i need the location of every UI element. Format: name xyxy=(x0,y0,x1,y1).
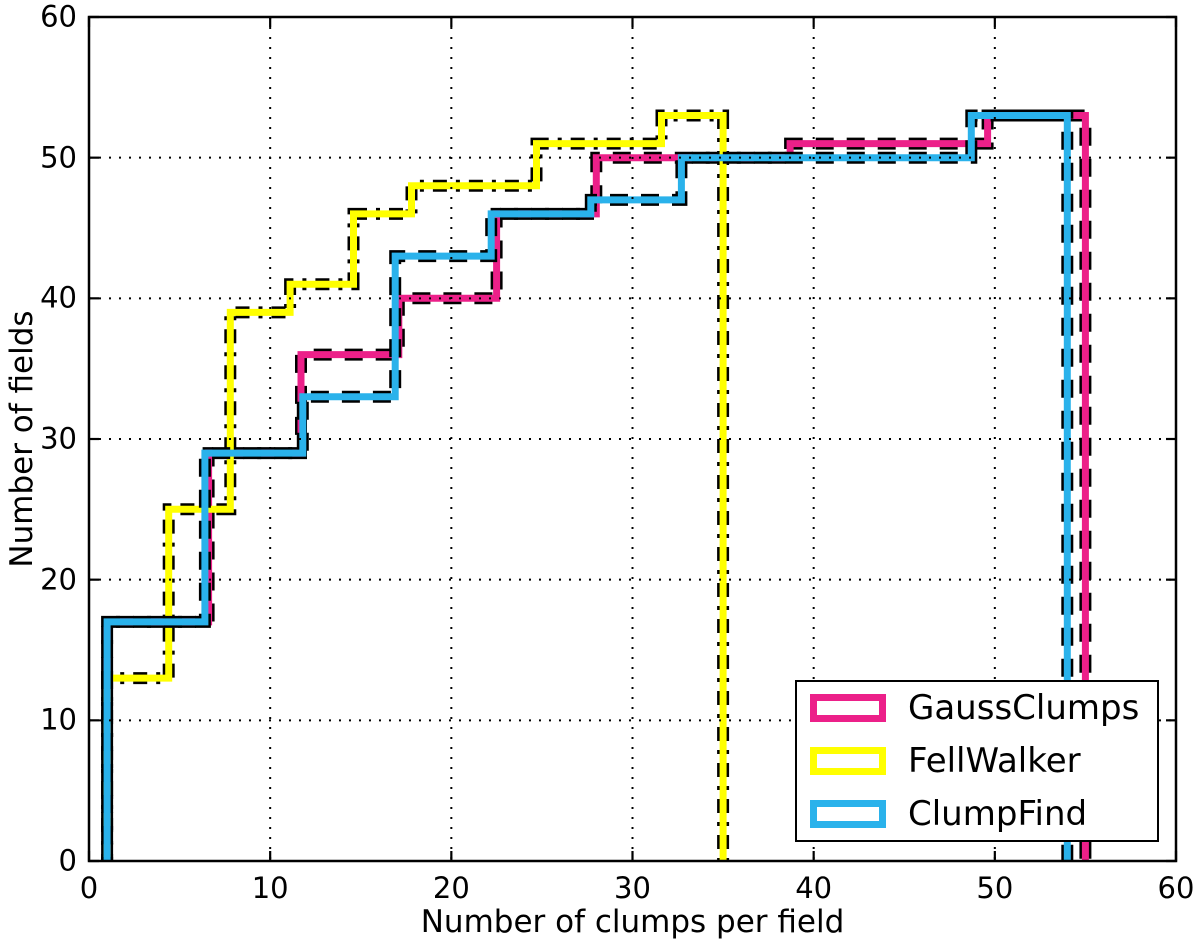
legend: GaussClumps FellWalker ClumpFind xyxy=(795,680,1159,842)
y-tick-label-30: 30 xyxy=(40,421,77,456)
legend-item-fellwalker: FellWalker xyxy=(797,735,1157,788)
x-tick-label-50: 50 xyxy=(976,871,1014,905)
legend-label-fellwalker: FellWalker xyxy=(908,741,1081,781)
y-tick-label-40: 40 xyxy=(40,280,77,315)
plot-frame xyxy=(87,15,1178,863)
legend-label-clumpfind: ClumpFind xyxy=(908,793,1088,834)
fellwalker-line-swatch xyxy=(810,747,886,775)
legend-item-gaussclumps: GaussClumps xyxy=(797,682,1157,735)
x-tick-label-30: 30 xyxy=(614,871,651,905)
y-tick-label-0: 0 xyxy=(58,843,77,878)
x-tick-label-40: 40 xyxy=(795,871,833,905)
series-line-clumpfind xyxy=(103,112,1071,861)
x-tick-label-10: 10 xyxy=(251,871,289,905)
x-tick-label-20: 20 xyxy=(432,871,470,905)
x-tick-label-60: 60 xyxy=(1157,871,1195,905)
series-line-fellwalker xyxy=(103,112,727,861)
y-tick-label-50: 50 xyxy=(40,140,77,175)
clumpfind-line-swatch xyxy=(810,799,886,828)
y-tick-label-60: 60 xyxy=(40,0,77,34)
x-axis-title: Number of clumps per field xyxy=(420,904,845,940)
legend-label-gaussclumps: GaussClumps xyxy=(908,688,1140,729)
gaussclumps-line-swatch xyxy=(810,694,886,723)
y-tick-label-20: 20 xyxy=(40,562,77,597)
y-tick-label-10: 10 xyxy=(40,702,77,737)
legend-item-clumpfind: ClumpFind xyxy=(797,787,1157,840)
x-tick-label-0: 0 xyxy=(79,871,99,905)
series-outline-fellwalker xyxy=(101,109,730,861)
